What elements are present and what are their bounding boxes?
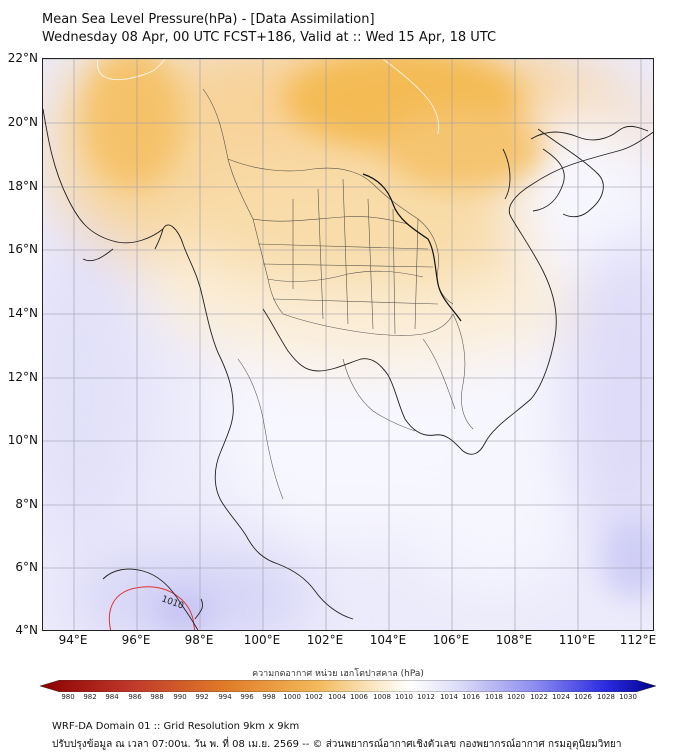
map-subtitle: Wednesday 08 Apr, 00 UTC FCST+186, Valid… xyxy=(42,30,497,45)
colorbar-tick: 1024 xyxy=(552,693,570,701)
colorbar-tick: 996 xyxy=(240,693,254,701)
footer-credit: ปรับปรุงข้อมูล ณ เวลา 07:00น. วัน พ. ที่… xyxy=(52,739,622,750)
colorbar-title: ความกดอากาศ หน่วย เฮกโตปาสคาล (hPa) xyxy=(252,669,424,679)
colorbar-tick: 1012 xyxy=(417,693,435,701)
colorbar xyxy=(40,680,656,692)
lat-label: 18°N xyxy=(7,179,38,193)
lon-label: 100°E xyxy=(243,633,281,647)
colorbar-tick: 986 xyxy=(128,693,142,701)
colorbar-tick: 1008 xyxy=(373,693,391,701)
lat-label: 14°N xyxy=(7,306,38,320)
isobar-1010 xyxy=(108,586,196,630)
lat-label: 10°N xyxy=(7,433,38,447)
colorbar-tick: 1004 xyxy=(328,693,346,701)
colorbar-tick: 988 xyxy=(150,693,164,701)
colorbar-tick: 1022 xyxy=(530,693,548,701)
lat-label: 4°N xyxy=(15,623,38,637)
coastlines xyxy=(43,108,653,630)
footer-model-info: WRF-DA Domain 01 :: Grid Resolution 9km … xyxy=(52,721,300,732)
colorbar-tick: 1014 xyxy=(440,693,458,701)
lon-label: 102°E xyxy=(306,633,344,647)
colorbar-tick: 982 xyxy=(83,693,97,701)
colorbar-tick: 1006 xyxy=(350,693,368,701)
lat-label: 22°N xyxy=(7,51,38,65)
colorbar-tick: 1026 xyxy=(574,693,592,701)
mekong-border xyxy=(362,173,462,322)
colorbar-tick: 984 xyxy=(105,693,119,701)
map-title: Mean Sea Level Pressure(hPa) - [Data Ass… xyxy=(42,12,375,27)
colorbar-tick: 980 xyxy=(61,693,75,701)
lat-label: 12°N xyxy=(7,370,38,384)
lon-label: 108°E xyxy=(495,633,533,647)
pressure-map: 1010 xyxy=(42,58,654,631)
lon-label: 98°E xyxy=(184,633,214,647)
colorbar-tick: 1020 xyxy=(507,693,525,701)
lon-label: 104°E xyxy=(369,633,407,647)
lon-label: 96°E xyxy=(121,633,151,647)
graticule xyxy=(43,59,653,630)
lon-label: 110°E xyxy=(558,633,596,647)
colorbar-tick: 1002 xyxy=(305,693,323,701)
lon-label: 94°E xyxy=(58,633,88,647)
colorbar-tick: 1010 xyxy=(395,693,413,701)
lat-label: 20°N xyxy=(7,115,38,129)
lat-label: 16°N xyxy=(7,242,38,256)
colorbar-tick: 1018 xyxy=(485,693,503,701)
lon-label: 112°E xyxy=(619,633,657,647)
colorbar-tick: 1028 xyxy=(597,693,615,701)
lat-label: 6°N xyxy=(15,560,38,574)
colorbar-tick: 992 xyxy=(195,693,209,701)
colorbar-tick: 1030 xyxy=(619,693,637,701)
colorbar-tick: 1000 xyxy=(283,693,301,701)
lat-label: 8°N xyxy=(15,497,38,511)
colorbar-tick: 990 xyxy=(173,693,187,701)
colorbar-tick: 994 xyxy=(218,693,232,701)
provincial-borders xyxy=(202,88,474,500)
colorbar-tick: 1016 xyxy=(462,693,480,701)
colorbar-tick: 998 xyxy=(262,693,276,701)
lon-label: 106°E xyxy=(432,633,470,647)
